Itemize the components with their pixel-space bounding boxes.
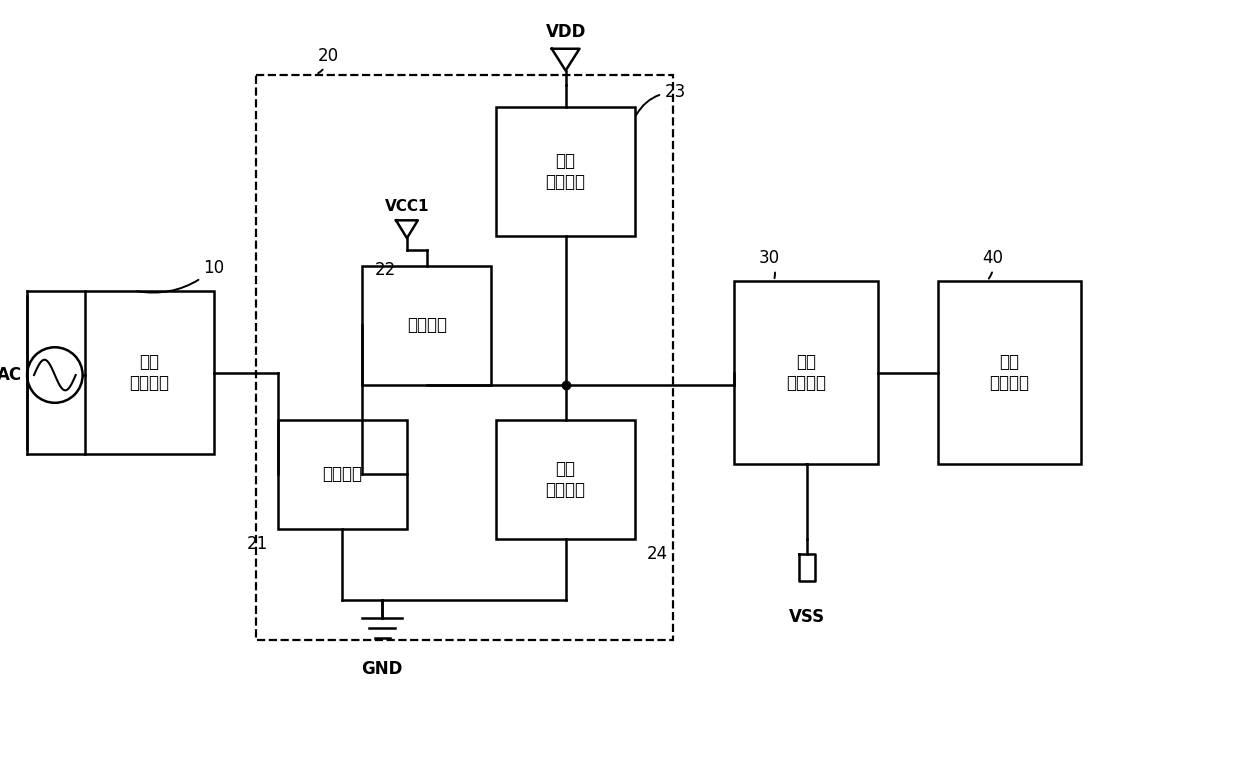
Text: 第二
分压模块: 第二 分压模块 — [546, 460, 585, 499]
Bar — [937, 281, 1081, 465]
Text: GND: GND — [361, 660, 403, 678]
Text: 20: 20 — [317, 46, 339, 73]
Text: 21: 21 — [247, 534, 268, 553]
Text: 24: 24 — [647, 544, 668, 562]
Text: 电平
转换模块: 电平 转换模块 — [786, 353, 826, 392]
Text: 30: 30 — [759, 249, 780, 278]
Text: 23: 23 — [636, 83, 686, 115]
Text: VSS: VSS — [789, 608, 825, 626]
Text: VDD: VDD — [546, 23, 585, 41]
Bar — [84, 291, 213, 455]
Text: 22: 22 — [374, 261, 396, 279]
Text: 10: 10 — [136, 259, 224, 292]
Bar — [496, 107, 635, 236]
Text: 液晶
显示装置: 液晶 显示装置 — [990, 353, 1029, 392]
Bar — [734, 281, 878, 465]
Bar — [278, 420, 407, 529]
Text: AC: AC — [0, 366, 22, 384]
Text: VCC1: VCC1 — [384, 199, 429, 213]
Text: 光耦模块: 光耦模块 — [407, 317, 446, 335]
Text: 40: 40 — [982, 249, 1003, 279]
Text: 第一
分压模块: 第一 分压模块 — [546, 153, 585, 191]
Text: 整流
分压模块: 整流 分压模块 — [129, 353, 169, 392]
Bar — [362, 266, 491, 385]
Bar — [257, 74, 673, 640]
Text: 开关模块: 开关模块 — [322, 465, 362, 483]
Bar — [496, 420, 635, 539]
